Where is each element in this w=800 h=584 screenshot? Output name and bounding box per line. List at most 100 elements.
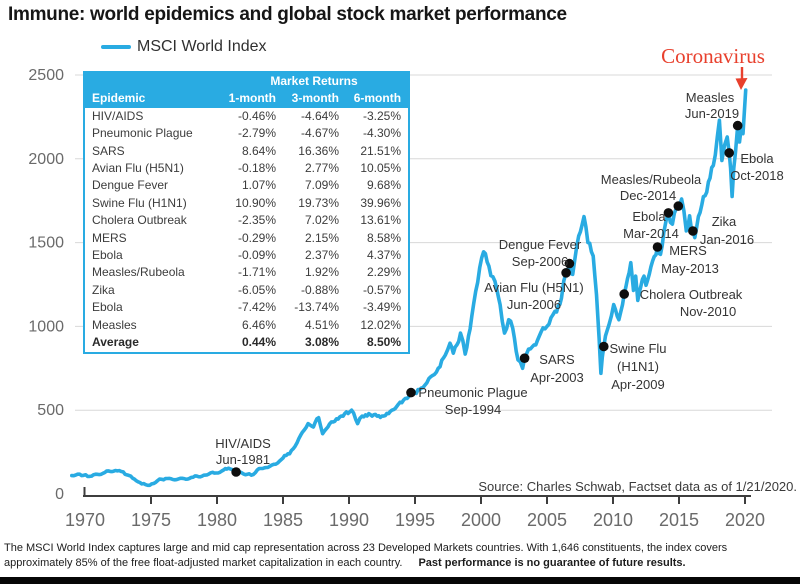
epidemic-name-cell: Dengue Fever — [92, 178, 169, 193]
chart-legend: MSCI World Index — [101, 38, 267, 56]
event-dot-cholera-outbreak-nov-2010 — [619, 289, 629, 299]
epidemic-name-cell: MERS — [92, 230, 127, 245]
return-value-cell: 39.96% — [360, 195, 402, 210]
return-value-cell: -0.18% — [237, 161, 276, 176]
return-value-cell: -0.09% — [237, 248, 276, 263]
epidemic-name-cell: Cholera Outbreak — [92, 213, 187, 228]
epidemic-name-cell: Zika — [92, 282, 115, 297]
legend-label: MSCI World Index — [137, 38, 267, 55]
event-label-pneumonic-plague-sep-1994: Pneumonic Plague — [418, 385, 527, 400]
x-tick-label: 1995 — [395, 510, 435, 530]
event-label-measles-rubeola-dec-2014: Measles/Rubeola — [601, 172, 702, 187]
table-row: Ebola -0.09% 2.37% 4.37% — [84, 247, 409, 264]
event-dot-swine-flu-h1n1-apr-2009 — [599, 341, 609, 352]
event-label-ebola-mar-2014: Mar-2014 — [623, 226, 679, 241]
y-tick-label: 1500 — [28, 235, 64, 252]
y-tick-label: 0 — [55, 486, 64, 503]
return-value-cell: -2.79% — [237, 126, 276, 141]
return-value-cell: 12.02% — [360, 317, 402, 332]
bottom-black-bar — [0, 577, 800, 584]
footnote-text: The MSCI World Index captures large and … — [4, 542, 728, 569]
event-dot-hiv-aids-jun-1981 — [231, 467, 241, 477]
epidemic-name-cell: Pneumonic Plague — [92, 126, 193, 141]
y-tick-label: 1000 — [28, 318, 64, 335]
table-row: Cholera Outbreak -2.35% 7.02% 13.61% — [84, 212, 409, 229]
coronavirus-arrowhead — [735, 78, 748, 90]
x-tick-label: 1970 — [65, 510, 105, 530]
event-label-ebola-oct-2018: Oct-2018 — [730, 168, 783, 183]
epidemic-name-cell: Swine Flu (H1N1) — [92, 195, 187, 210]
return-value-cell: 1.92% — [304, 265, 339, 280]
x-tick-label: 2005 — [527, 510, 567, 530]
return-value-cell: 6.46% — [241, 317, 276, 332]
coronavirus-label: Coronavirus — [661, 44, 765, 68]
return-value-cell: -4.67% — [300, 126, 339, 141]
return-value-cell: -0.88% — [300, 282, 339, 297]
table-row: Measles/Rubeola -1.71% 1.92% 2.29% — [84, 264, 409, 281]
epidemic-name-cell: Ebola — [92, 300, 123, 315]
column-header-3-month: 3-month — [283, 90, 346, 108]
event-label-measles-jun-2019: Jun-2019 — [685, 106, 739, 121]
table-group-header: Market Returns — [220, 72, 410, 91]
return-value-cell: 10.90% — [235, 195, 276, 210]
event-label-swine-flu-h1n1-apr-2009: Swine Flu — [609, 341, 666, 356]
return-value-cell: -0.46% — [237, 108, 276, 123]
epidemic-name-cell: Average — [92, 335, 139, 350]
event-dot-mers-may-2013 — [652, 242, 663, 252]
event-label-mers-may-2013: MERS — [669, 243, 707, 258]
return-value-cell: 8.50% — [367, 335, 402, 350]
y-tick-label: 500 — [37, 402, 64, 419]
event-dot-avian-flu-h5n1-jun-2006 — [561, 268, 571, 278]
x-tick-label: 2010 — [593, 510, 633, 530]
msci-index-line — [70, 88, 748, 488]
epidemic-name-cell: HIV/AIDS — [92, 108, 144, 123]
event-label-ebola-oct-2018: Ebola — [740, 151, 774, 166]
table-row: HIV/AIDS -0.46% -4.64% -3.25% — [84, 108, 409, 125]
return-value-cell: 7.09% — [304, 178, 339, 193]
table-row: Ebola -7.42% -13.74% -3.49% — [84, 299, 409, 316]
epidemic-name-cell: Ebola — [92, 248, 123, 263]
epidemic-name-cell: Measles/Rubeola — [92, 265, 185, 280]
return-value-cell: 2.15% — [304, 230, 339, 245]
event-label-sars-apr-2003: SARS — [539, 352, 575, 367]
return-value-cell: -6.05% — [237, 282, 276, 297]
table-row: Swine Flu (H1N1) 10.90% 19.73% 39.96% — [84, 195, 409, 212]
return-value-cell: 8.64% — [241, 143, 276, 158]
event-label-swine-flu-h1n1-apr-2009: Apr-2009 — [611, 377, 664, 392]
footnote-disclaimer: Past performance is no guarantee of futu… — [418, 556, 686, 569]
return-value-cell: 10.05% — [360, 161, 402, 176]
return-value-cell: -0.57% — [363, 282, 402, 297]
x-tick-label: 2020 — [725, 510, 765, 530]
column-header-epidemic: Epidemic — [84, 90, 220, 108]
return-value-cell: 21.51% — [360, 143, 402, 158]
return-value-cell: 19.73% — [298, 195, 339, 210]
event-label-avian-flu-h5n1-jun-2006: Avian Flu (H5N1) — [484, 280, 583, 295]
return-value-cell: 0.44% — [241, 335, 276, 350]
event-dot-ebola-mar-2014 — [663, 208, 674, 218]
column-header-1-month: 1-month — [220, 90, 283, 108]
return-value-cell: 2.29% — [367, 265, 402, 280]
event-label-zika-jan-2016: Jan-2016 — [700, 232, 754, 247]
event-dot-measles-jun-2019 — [732, 120, 743, 131]
table-group-header-row: Market Returns — [84, 72, 410, 91]
event-label-swine-flu-h1n1-apr-2009: (H1N1) — [617, 359, 659, 374]
x-tick-label: 1990 — [329, 510, 369, 530]
return-value-cell: -3.49% — [363, 300, 402, 315]
column-header-6-month: 6-month — [346, 90, 410, 108]
event-dot-ebola-oct-2018 — [724, 148, 734, 158]
x-tick-label: 1975 — [131, 510, 171, 530]
event-label-cholera-outbreak-nov-2010: Cholera Outbreak — [640, 287, 743, 302]
return-value-cell: -4.30% — [363, 126, 402, 141]
return-value-cell: -3.25% — [363, 108, 402, 123]
footnote: The MSCI World Index captures large and … — [4, 541, 798, 570]
return-value-cell: -1.71% — [237, 265, 276, 280]
return-value-cell: 2.37% — [304, 248, 339, 263]
event-label-hiv-aids-jun-1981: Jun-1981 — [216, 452, 270, 467]
page-title: Immune: world epidemics and global stock… — [8, 4, 567, 25]
table-row: Zika -6.05% -0.88% -0.57% — [84, 282, 409, 299]
return-value-cell: 1.07% — [241, 178, 276, 193]
x-tick-label: 1980 — [197, 510, 237, 530]
return-value-cell: -4.64% — [300, 108, 339, 123]
